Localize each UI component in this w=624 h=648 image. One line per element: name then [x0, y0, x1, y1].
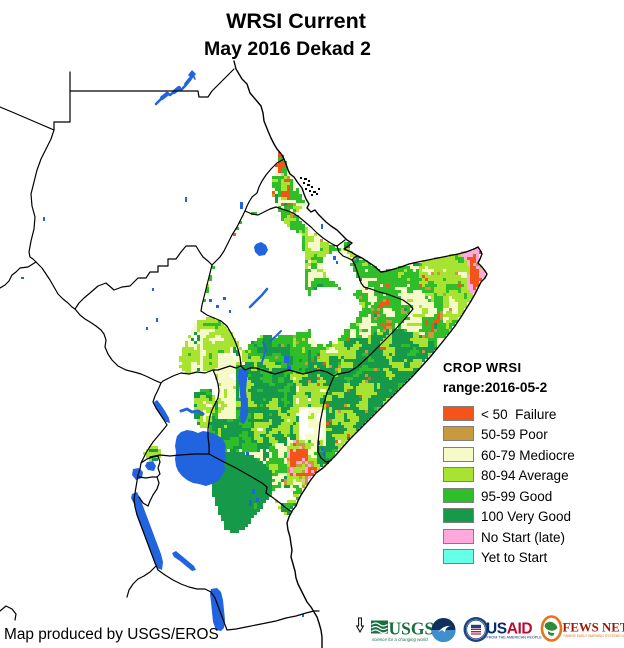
svg-text:USAID: USAID [486, 621, 532, 638]
svg-text:science for a changing world: science for a changing world [372, 637, 428, 642]
svg-text:USGS: USGS [389, 619, 435, 639]
svg-text:FEWS NET: FEWS NET [563, 621, 624, 635]
svg-text:FROM THE AMERICAN PEOPLE: FROM THE AMERICAN PEOPLE [487, 636, 543, 640]
svg-text:FAMINE EARLY WARNING SYSTEMS N: FAMINE EARLY WARNING SYSTEMS NETWORK [564, 634, 624, 638]
